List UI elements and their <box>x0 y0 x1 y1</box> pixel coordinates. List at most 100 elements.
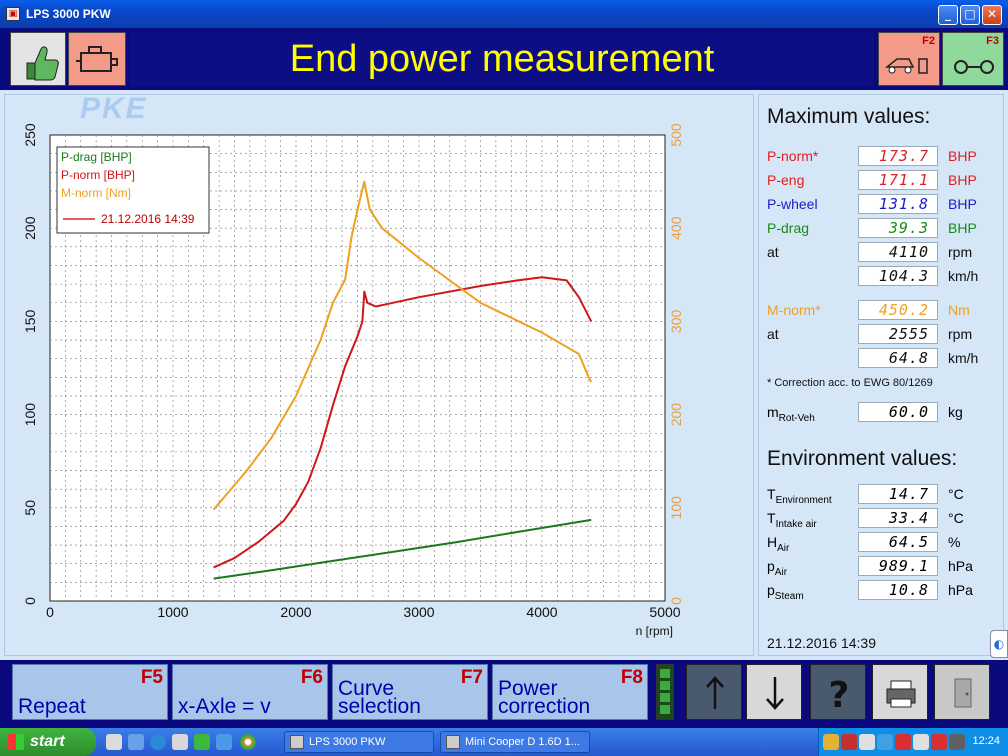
x-axle-button[interactable]: F6 x-Axle = v <box>172 664 328 720</box>
y-left-tick-label: 200 <box>22 216 38 240</box>
desktop-icon[interactable] <box>106 734 122 750</box>
max-value-row: at 4110 rpm <box>767 241 1003 263</box>
task-mini-cooper[interactable]: Mini Cooper D 1.6D 1... <box>440 731 590 753</box>
repeat-button[interactable]: F5 Repeat <box>12 664 168 720</box>
arrow-down-icon <box>766 677 784 710</box>
tray-icon-6[interactable] <box>931 734 947 750</box>
plot-panel: 0 1000 2000 3000 4000 5000 0 50 100 150 200 250 0 100… <box>4 94 754 656</box>
function-bar: F5 Repeat F6 x-Axle = v F7 Curve selecti… <box>0 660 1008 728</box>
legend-entry: P-drag [BHP] <box>61 150 132 164</box>
tray-icon-1[interactable] <box>823 734 839 750</box>
environment-label-sub: Air <box>774 566 788 578</box>
legend-entry: M-norm [Nm] <box>61 186 131 200</box>
maximize-button[interactable]: □ <box>960 5 980 25</box>
page-title: End power measurement <box>130 32 874 86</box>
x-tick-label: 1000 <box>157 604 188 620</box>
tray-icon-4[interactable] <box>877 734 893 750</box>
power-correction-button[interactable]: F8 Power correction <box>492 664 648 720</box>
max-value-field: 104.3 <box>858 266 938 286</box>
system-tray: 12:24 <box>818 728 1008 756</box>
max-value-label: P-norm* <box>767 148 819 164</box>
task-lps3000[interactable]: LPS 3000 PKW <box>284 731 434 753</box>
environment-value: 64.5 <box>858 532 938 552</box>
max-value-label: M-norm* <box>767 302 821 318</box>
environment-value: 10.8 <box>858 580 938 600</box>
y-left-tick-label: 100 <box>22 403 38 427</box>
max-value-unit: km/h <box>948 350 979 366</box>
tray-icon-3[interactable] <box>859 734 875 750</box>
mass-label-sub: Rot-Veh <box>778 412 815 424</box>
network-icon[interactable] <box>949 734 965 750</box>
side-help-tab[interactable]: ◐ <box>990 630 1008 658</box>
max-value-row: P-drag 39.3 BHP <box>767 217 1003 239</box>
environment-value: 33.4 <box>858 508 938 528</box>
help-button[interactable]: ? <box>810 664 866 720</box>
quicklaunch-icon[interactable] <box>128 734 144 750</box>
max-value-field: 64.8 <box>858 348 938 368</box>
start-button[interactable]: start <box>0 728 96 756</box>
curve-selection-button[interactable]: F7 Curve selection <box>332 664 488 720</box>
f3-button[interactable]: F3 <box>942 32 1004 86</box>
x-tick-label: 3000 <box>403 604 434 620</box>
max-value-unit: BHP <box>948 148 977 164</box>
environment-unit: °C <box>948 510 964 526</box>
close-button[interactable]: ✕ <box>982 5 1002 25</box>
f2-button[interactable]: F2 <box>878 32 940 86</box>
max-value-label: P-eng <box>767 172 805 188</box>
environment-label-sub: Environment <box>775 494 832 506</box>
task-lps3000-label: LPS 3000 PKW <box>309 736 386 748</box>
environment-value: 989.1 <box>858 556 938 576</box>
environment-label: TEnvironment <box>767 486 832 506</box>
print-button[interactable] <box>872 664 928 720</box>
volume-icon[interactable] <box>913 734 929 750</box>
x-axis-label: n [rpm] <box>636 624 673 638</box>
environment-label: pAir <box>767 558 787 578</box>
media-icon[interactable] <box>194 734 210 750</box>
environment-label-main: T <box>767 486 776 502</box>
max-value-label: at <box>767 244 779 260</box>
y-left-tick-label: 250 <box>22 123 38 147</box>
max-value-row: P-wheel 131.8 BHP <box>767 193 1003 215</box>
scroll-up-button[interactable] <box>686 664 742 720</box>
tray-icon-5[interactable] <box>895 734 911 750</box>
environment-row: TEnvironment 14.7 °C <box>767 483 1003 506</box>
explorer-icon[interactable] <box>172 734 188 750</box>
max-value-field: 131.8 <box>858 194 938 214</box>
legend-run-label: 21.12.2016 14:39 <box>101 212 195 226</box>
f2-key-label: F2 <box>922 35 935 47</box>
send-icon[interactable] <box>216 734 232 750</box>
environment-label-main: p <box>767 582 775 598</box>
max-value-field: 173.7 <box>858 146 938 166</box>
exit-button[interactable] <box>934 664 990 720</box>
minimize-button[interactable]: _ <box>938 5 958 25</box>
environment-row: TIntake air 33.4 °C <box>767 507 1003 530</box>
series-line-0 <box>213 518 592 580</box>
f8-key-label: F8 <box>620 667 643 688</box>
mass-label: mRot-Veh <box>767 404 815 424</box>
max-value-unit: Nm <box>948 302 970 318</box>
environment-label-main: T <box>767 510 776 526</box>
environment-row: pSteam 10.8 hPa <box>767 579 1003 602</box>
window-titlebar: ▣ LPS 3000 PKW _ □ ✕ <box>0 0 1008 28</box>
confirm-thumb-button[interactable] <box>10 32 66 86</box>
status-led-bar <box>656 664 674 720</box>
browser-icon[interactable] <box>150 734 166 750</box>
environment-unit: hPa <box>948 558 973 574</box>
svg-text:?: ? <box>829 675 850 716</box>
environment-unit: hPa <box>948 582 973 598</box>
max-value-label: P-drag <box>767 220 810 236</box>
door-icon <box>954 678 972 708</box>
max-value-unit: BHP <box>948 220 977 236</box>
tray-icon-2[interactable] <box>841 734 857 750</box>
max-value-field: 2555 <box>858 324 938 344</box>
power-correction-label: Power correction <box>498 677 591 718</box>
scroll-down-button[interactable] <box>746 664 802 720</box>
max-value-row: P-eng 171.1 BHP <box>767 169 1003 191</box>
printer-icon <box>886 680 916 708</box>
repeat-label: Repeat <box>18 695 86 718</box>
chrome-icon[interactable] <box>240 734 256 750</box>
max-value-field: 171.1 <box>858 170 938 190</box>
max-value-row: P-norm* 173.7 BHP <box>767 145 1003 167</box>
engine-button[interactable] <box>68 32 126 86</box>
car-dyno-icon <box>884 58 928 74</box>
